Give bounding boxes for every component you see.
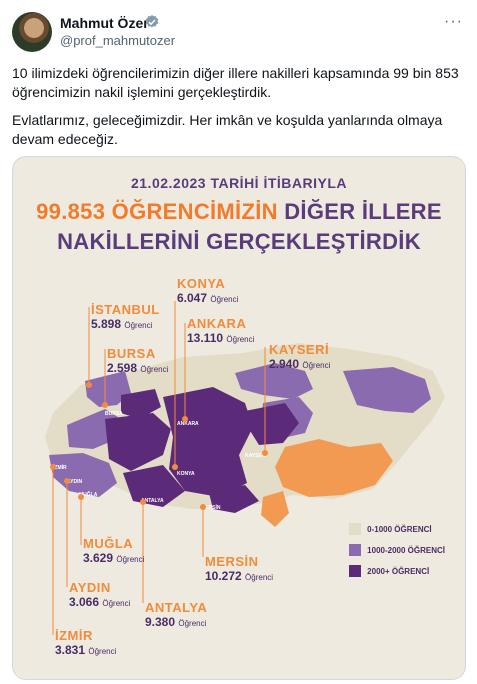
city-name: ANTALYA (145, 600, 208, 615)
headline-word: ÖĞRENCİMİZİN (111, 199, 278, 224)
legend-item: 0-1000 ÖĞRENCİ (349, 523, 445, 535)
callout-ankara: ANKARA 13.110 Öğrenci (187, 317, 254, 347)
city-unit: Öğrenci (302, 361, 331, 370)
city-name: İZMİR (55, 628, 93, 643)
city-name: MERSİN (205, 554, 259, 569)
tweet-text-paragraph-2: Evlatlarımız, geleceğimizdir. Her imkân … (12, 112, 443, 147)
city-value: 5.898 (91, 317, 122, 331)
headline-number: 99.853 (36, 199, 106, 224)
city-unit: Öğrenci (140, 365, 169, 374)
map-label-aydin: AYDIN (67, 479, 82, 485)
city-name: KONYA (177, 276, 226, 291)
map-legend: 0-1000 ÖĞRENCİ 1000-2000 ÖĞRENCİ 2000+ Ö… (349, 523, 445, 586)
map-region-black-sea (235, 363, 313, 399)
city-name: ANKARA (187, 316, 247, 331)
legend-swatch (349, 544, 362, 556)
infographic-headline: 99.853 ÖĞRENCİMİZİN DİĞER İLLERE (13, 199, 465, 225)
callout-bursa: BURSA 2.598 Öğrenci (107, 347, 168, 377)
map-region-kayseri (245, 403, 299, 445)
city-value: 3.629 (83, 551, 114, 565)
city-value: 6.047 (177, 291, 208, 305)
map-label-mersin: MERSİN (201, 504, 221, 511)
callout-antalya: ANTALYA 9.380 Öğrenci (145, 601, 207, 631)
map-label-bursa: BURSA (105, 411, 123, 417)
map-region-bursa-west (121, 389, 161, 419)
avatar[interactable] (12, 12, 52, 52)
turkey-map: BURSA İZMİR AYDIN MUĞLA ANTALYA KONYA AN… (45, 301, 445, 635)
map-region-hatay (261, 491, 289, 527)
city-unit: Öğrenci (245, 573, 274, 582)
legend-item: 2000+ ÖĞRENCİ (349, 565, 445, 577)
callout-mersin: MERSİN 10.272 Öğrenci (205, 555, 273, 585)
more-options-icon[interactable]: ··· (444, 13, 463, 30)
verified-badge-icon (145, 15, 159, 28)
callout-kayseri: KAYSERİ 2.940 Öğrenci (269, 343, 330, 373)
author-name[interactable]: Mahmut Özer (60, 15, 149, 31)
infographic-headline-line2: NAKİLLERİNİ GERÇEKLEŞTİRDİK (57, 229, 421, 254)
legend-item: 1000-2000 ÖĞRENCİ (349, 544, 445, 556)
city-unit: Öğrenci (102, 599, 131, 608)
callout-izmir: İZMİR 3.831 Öğrenci (55, 629, 116, 659)
city-unit: Öğrenci (210, 295, 239, 304)
legend-swatch (349, 523, 362, 535)
legend-label: 0-1000 ÖĞRENCİ (367, 524, 432, 534)
city-value: 3.831 (55, 643, 86, 657)
map-region-south-east (275, 439, 393, 497)
city-name: KAYSERİ (269, 342, 330, 357)
map-label-ankara: ANKARA (177, 421, 199, 427)
callout-konya: KONYA 6.047 Öğrenci (177, 277, 238, 307)
infographic-date: 21.02.2023 TARİHİ İTİBARIYLA (130, 175, 348, 191)
city-value: 2.940 (269, 357, 300, 371)
headline-rest: DİĞER İLLERE (284, 199, 442, 224)
city-value: 3.066 (69, 595, 100, 609)
city-value: 10.272 (205, 569, 242, 583)
city-name: İSTANBUL (91, 302, 160, 317)
author-handle[interactable]: @prof_mahmutozer (60, 33, 176, 48)
city-name: AYDIN (69, 580, 111, 595)
legend-label: 2000+ ÖĞRENCİ (367, 566, 430, 576)
map-label-mugla: MUĞLA (79, 490, 98, 498)
map-region-far-east (343, 367, 431, 413)
map-label-kayseri: KAYSERİ (245, 452, 267, 459)
city-unit: Öğrenci (116, 555, 145, 564)
city-unit: Öğrenci (226, 335, 255, 344)
city-name: MUĞLA (83, 536, 134, 551)
city-name: BURSA (107, 346, 156, 361)
tweet-text-paragraph-1: 10 ilimizdeki öğrencilerimizin diğer ill… (12, 65, 459, 100)
city-value: 13.110 (187, 331, 224, 345)
map-label-antalya: ANTALYA (141, 498, 164, 504)
city-unit: Öğrenci (178, 619, 207, 628)
map-region-north-west (85, 371, 131, 407)
city-unit: Öğrenci (88, 647, 117, 656)
map-region-west-interior (105, 413, 171, 471)
city-value: 2.598 (107, 361, 138, 375)
callout-aydin: AYDIN 3.066 Öğrenci (69, 581, 130, 611)
city-unit: Öğrenci (124, 321, 153, 330)
legend-swatch (349, 565, 362, 577)
map-label-konya: KONYA (177, 471, 195, 477)
callout-mugla: MUĞLA 3.629 Öğrenci (83, 537, 144, 567)
tweet-image-infographic[interactable]: 21.02.2023 TARİHİ İTİBARIYLA 99.853 ÖĞRE… (12, 156, 466, 680)
callout-istanbul: İSTANBUL 5.898 Öğrenci (91, 303, 160, 333)
map-region-mersin (209, 485, 259, 513)
legend-label: 1000-2000 ÖĞRENCİ (367, 545, 445, 555)
map-region-antalya (123, 465, 185, 507)
map-region-aegean (49, 453, 117, 497)
map-label-izmir: İZMİR (53, 464, 67, 471)
city-value: 9.380 (145, 615, 176, 629)
